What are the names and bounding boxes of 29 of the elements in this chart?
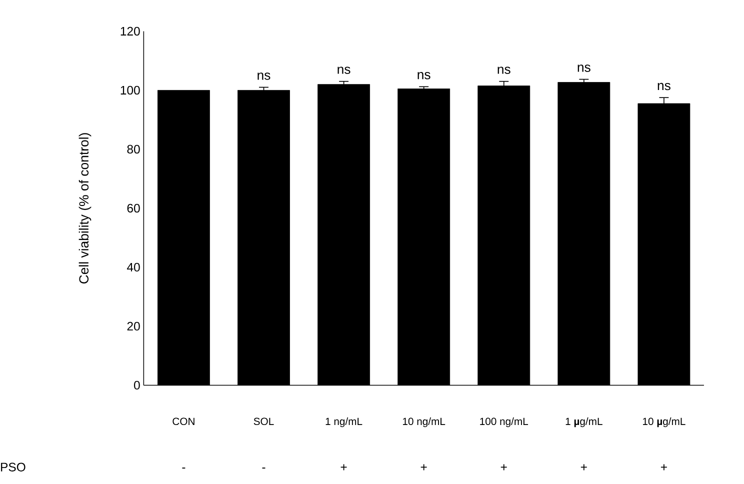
text: + [340,464,347,470]
text: - [182,468,186,469]
text: + [420,464,427,470]
x-tick-label: 10 µg/mL [643,418,686,428]
text: + [500,464,507,470]
annotation: ns [498,66,510,74]
text: + [660,464,667,470]
y-tick-label: 80 [127,145,140,154]
y-tick-label: 120 [120,27,140,36]
y-tick-label: 20 [127,322,140,331]
annotation: ns [338,66,350,74]
annotation: ns [578,64,590,72]
y-tick-label: 0 [134,381,140,390]
annotation: ns [658,83,670,90]
x-tick-label: CON [172,418,194,426]
x-tick-label: 1 µg/mL [566,418,602,428]
x-tick-label: 100 ng/mL [480,418,528,428]
text: + [580,464,587,470]
annotation: ns [418,72,430,80]
x-tick-label: 1 ng/mL [326,418,362,428]
x-tick-label: 10 ng/mL [402,418,446,428]
x-tick-label: SOL [254,418,274,426]
y-tick-label: 100 [120,86,140,95]
y-axis-title: Cell viability (% of control) [78,133,92,284]
text: PSO [1,462,26,472]
y-tick-label: 40 [126,263,140,272]
text: - [262,468,266,469]
y-tick-label: 60 [127,204,140,213]
annotation: ns [258,72,270,80]
